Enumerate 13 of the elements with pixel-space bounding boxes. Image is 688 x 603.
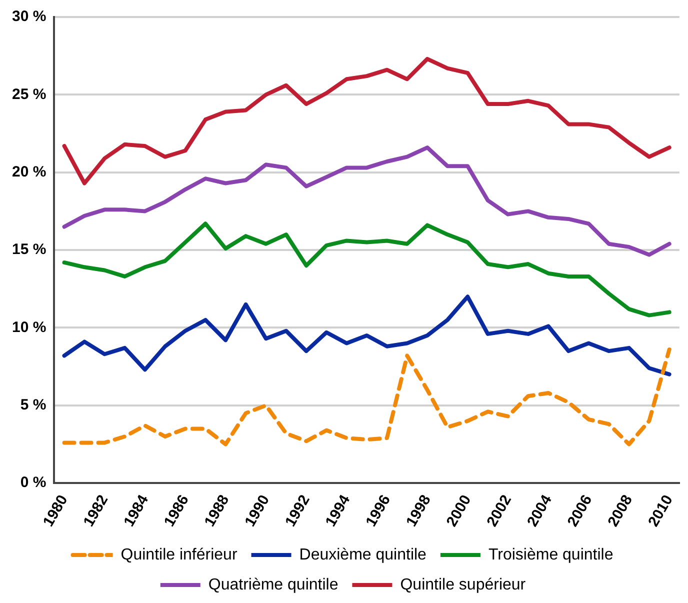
legend-label: Deuxième quintile xyxy=(299,546,427,564)
legend-label: Troisième quintile xyxy=(488,546,614,564)
legend-label: Quintile inférieur xyxy=(120,546,238,564)
line-series xyxy=(62,347,672,446)
y-tick-label: 5 % xyxy=(20,396,46,414)
y-tick-label: 30 % xyxy=(12,8,46,26)
legend-label: Quintile supérieur xyxy=(400,576,526,594)
y-tick-label: 25 % xyxy=(12,86,46,103)
y-tick-label: 15 % xyxy=(12,241,46,258)
y-tick-label: 10 % xyxy=(12,318,46,336)
legend-label: Quatrième quintile xyxy=(208,576,338,594)
y-tick-label: 0 % xyxy=(20,474,46,492)
y-tick-label: 20 % xyxy=(12,164,46,181)
